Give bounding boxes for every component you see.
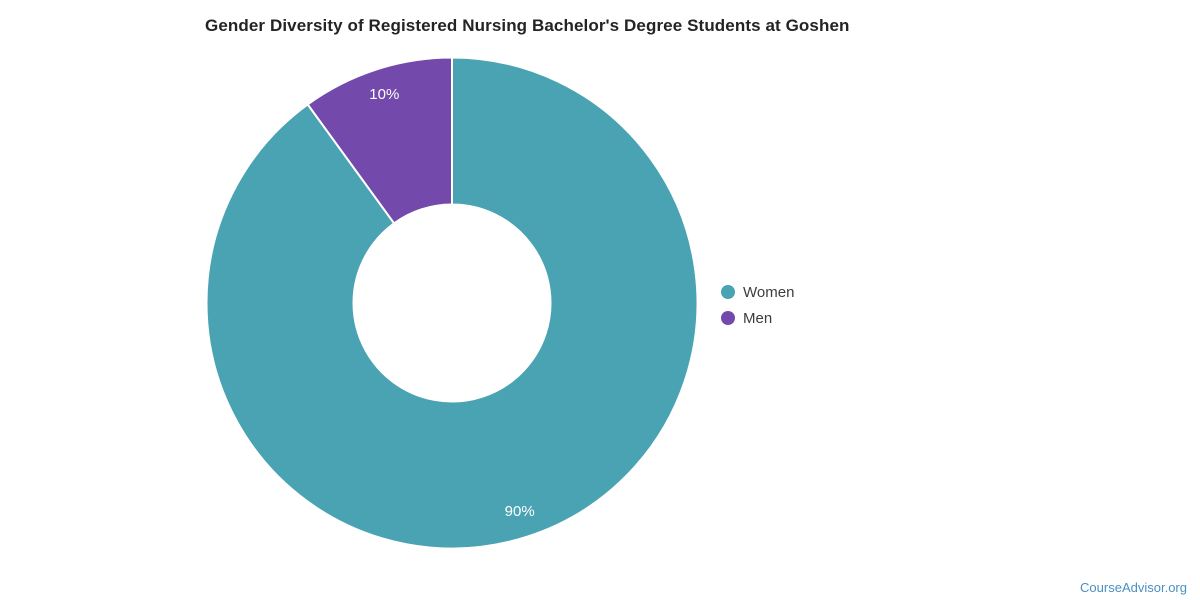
legend-swatch-men-icon <box>721 311 735 325</box>
data-label-men: 10% <box>369 86 399 103</box>
data-label-women: 90% <box>505 503 535 520</box>
legend: Women Men <box>721 279 794 331</box>
legend-label-men: Men <box>743 309 773 327</box>
courseadvisor-link[interactable]: CourseAdvisor.org <box>1080 580 1187 595</box>
pie-slice-men[interactable] <box>306 56 453 225</box>
legend-item-men[interactable]: Men <box>721 305 794 331</box>
chart-title: Gender Diversity of Registered Nursing B… <box>205 16 850 35</box>
pie-slice-women[interactable] <box>205 56 699 550</box>
legend-swatch-women-icon <box>721 285 735 299</box>
legend-item-women[interactable]: Women <box>721 279 794 305</box>
legend-label-women: Women <box>743 283 795 301</box>
